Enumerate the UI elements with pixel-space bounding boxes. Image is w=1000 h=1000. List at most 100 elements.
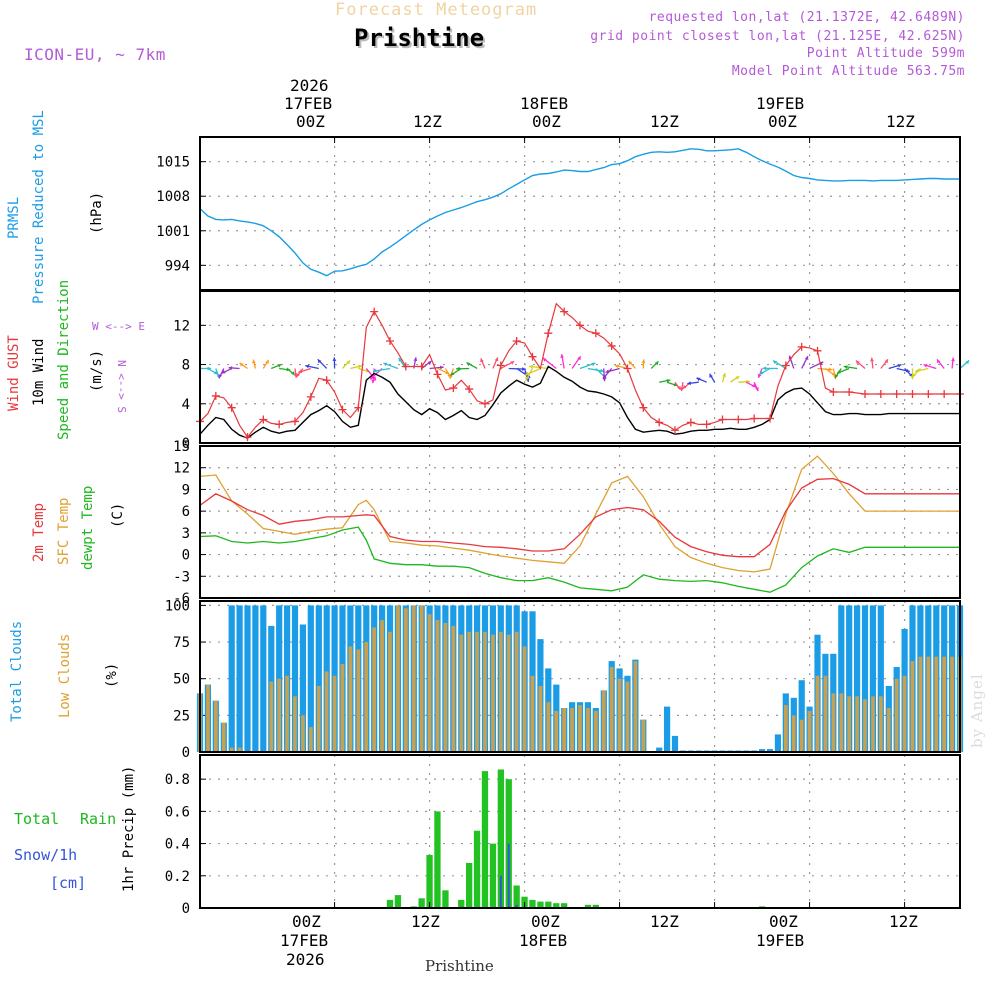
- gust-marker: [750, 414, 759, 423]
- total-cloud-bar: [244, 605, 251, 752]
- wind-arrow-head: [298, 369, 303, 373]
- gust-marker: [892, 389, 901, 398]
- low-cloud-bar: [918, 656, 923, 752]
- low-cloud-bar: [578, 705, 582, 752]
- low-cloud-bar: [926, 656, 931, 752]
- wind-arrow-head: [371, 379, 375, 384]
- gust-marker: [607, 341, 616, 350]
- wind-arrow-head: [682, 384, 687, 389]
- low-cloud-bar: [475, 631, 479, 752]
- wind-arrow-head: [828, 367, 833, 372]
- bottom-axis-date: 19FEB: [756, 931, 805, 950]
- low-cloud-bar: [522, 646, 527, 752]
- gust-marker: [924, 389, 933, 398]
- gust-marker: [591, 329, 600, 338]
- wind-arrow-head: [440, 365, 444, 370]
- gust-marker: [781, 361, 790, 370]
- wind-arrow-head: [915, 368, 920, 373]
- wind-arrow-head: [759, 370, 764, 375]
- total-cloud-bar: [315, 605, 322, 752]
- location-title: Prishtine: [354, 24, 485, 52]
- wind-arrow-head: [296, 373, 300, 378]
- low-cloud-bar: [451, 625, 456, 752]
- low-cloud-bar: [348, 646, 353, 752]
- bottom-axis-hour: 12Z: [889, 912, 918, 931]
- y-tick-label: 100: [165, 598, 190, 614]
- low-cloud-bar: [910, 661, 915, 752]
- bottom-axis-hour: 00Z: [531, 912, 560, 931]
- y-tick-label: 6: [182, 504, 190, 520]
- low-cloud-bar: [277, 678, 281, 752]
- gust-marker: [496, 361, 505, 370]
- low-cloud-bar: [791, 715, 796, 752]
- wind-arrow-head: [346, 360, 350, 365]
- low-cloud-bar: [538, 686, 543, 752]
- rain-bar: [473, 830, 481, 908]
- y-tick-label: 25: [173, 708, 190, 724]
- wind-arrow-head: [357, 364, 362, 369]
- gust-marker: [322, 376, 331, 385]
- wind-arrow-head: [480, 358, 484, 363]
- rain-bar: [553, 903, 560, 908]
- low-cloud-bar: [269, 681, 274, 752]
- wind-10m-line: [199, 365, 960, 439]
- wind-arrow-head: [628, 360, 633, 365]
- wind-arrow-head: [510, 361, 515, 365]
- gust-marker: [861, 389, 869, 398]
- gust-marker: [243, 433, 252, 442]
- wind-arrow-head: [752, 383, 756, 388]
- low-cloud-bar: [554, 711, 559, 752]
- low-cloud-bar: [411, 605, 416, 752]
- total-cloud-bar: [877, 605, 884, 752]
- wind-arrow-head: [709, 373, 713, 378]
- wind-arrow-head: [654, 361, 659, 366]
- wind-arrow-head: [525, 371, 530, 376]
- dewpt-temp-line: [199, 526, 960, 593]
- wind-arrow-head: [522, 367, 526, 371]
- low-cloud-bar: [324, 671, 329, 752]
- low-cloud-bar: [340, 664, 345, 752]
- y-tick-label: 12: [173, 318, 190, 334]
- wind-arrow-head: [897, 364, 902, 368]
- wind-arrow-head: [372, 376, 376, 381]
- y-tick-label: 0: [182, 745, 190, 761]
- y-tick-label: 0.6: [165, 804, 190, 820]
- top-axis-date: 18FEB: [520, 94, 569, 113]
- y-tick-label: 3: [182, 526, 190, 542]
- panel-frame: [199, 754, 961, 909]
- y-tick-label: 0: [182, 901, 190, 917]
- gust-marker: [845, 388, 854, 397]
- wind-arrow-head: [305, 364, 310, 369]
- low-cloud-bar: [562, 708, 566, 752]
- low-cloud-bar: [950, 656, 954, 752]
- wind-arrow-head: [884, 359, 888, 364]
- low-cloud-bar: [309, 727, 313, 752]
- wind-arrow-head: [577, 356, 581, 361]
- low-cloud-bar: [586, 708, 590, 752]
- gust-marker: [211, 391, 220, 400]
- low-cloud-bar: [356, 649, 361, 752]
- low-cloud-bar: [206, 684, 210, 752]
- gust-marker: [576, 321, 584, 330]
- wind-arrow-head: [543, 357, 547, 362]
- wind-arrow-head: [494, 357, 499, 362]
- total-cloud-bar: [838, 605, 845, 752]
- wind-arrow-head: [372, 368, 377, 373]
- low-cloud-bar: [942, 656, 946, 752]
- low-cloud-bar: [443, 623, 448, 752]
- gust-marker: [544, 329, 553, 338]
- low-cloud-bar: [332, 675, 337, 752]
- gust-marker: [481, 399, 489, 408]
- y-tick-label: 4: [182, 397, 190, 413]
- rain-bar: [442, 890, 449, 908]
- low-cloud-bar: [594, 711, 598, 752]
- top-axis-hour: 12Z: [413, 112, 442, 131]
- gust-marker: [275, 420, 284, 429]
- snow-bar: [499, 875, 502, 908]
- y-tick-label: 50: [173, 672, 190, 688]
- gust-marker: [702, 420, 711, 429]
- wind-arrow-head: [605, 369, 610, 373]
- wind-arrow-head: [804, 356, 809, 360]
- gust-marker: [433, 370, 442, 379]
- gust-marker: [876, 389, 885, 398]
